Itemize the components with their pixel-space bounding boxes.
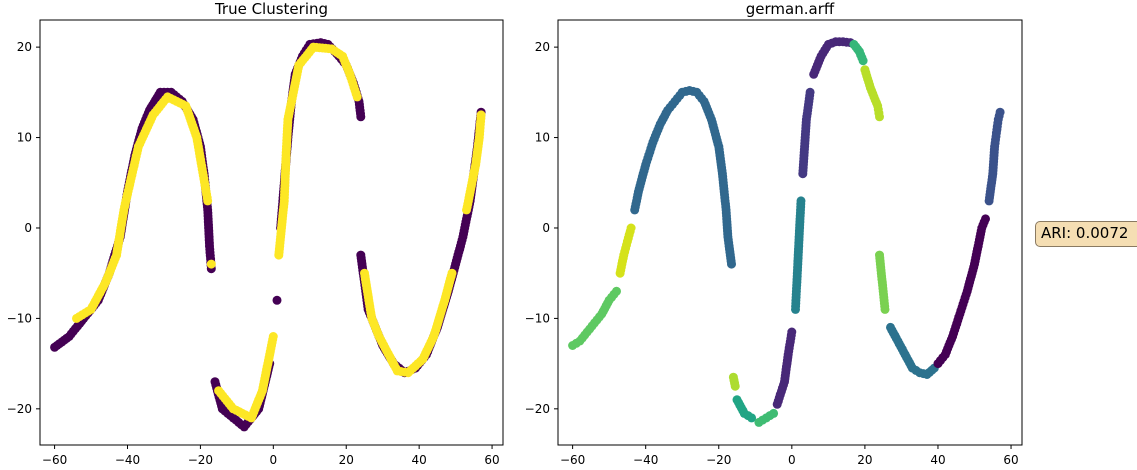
data-point: [272, 295, 282, 305]
data-point: [203, 196, 213, 206]
ari-score-label: ARI: 0.0072: [1041, 224, 1129, 242]
data-point: [769, 408, 779, 418]
y-tick-label: −20: [7, 402, 32, 416]
x-tick-label: 0: [270, 453, 278, 467]
data-point: [858, 56, 868, 66]
data-point: [796, 196, 806, 206]
data-point: [747, 413, 757, 423]
data-point: [206, 259, 216, 269]
x-tick-label: 40: [930, 453, 945, 467]
data-point: [787, 327, 797, 337]
y-tick-label: 10: [535, 131, 550, 145]
data-point: [268, 332, 278, 341]
data-point: [476, 110, 486, 120]
data-point: [447, 268, 457, 278]
data-point: [730, 381, 740, 391]
y-tick-label: 20: [535, 40, 550, 54]
data-point: [995, 107, 1005, 117]
y-tick-label: 0: [24, 221, 32, 235]
data-point: [875, 112, 884, 122]
true-clustering-points: [50, 38, 486, 432]
x-tick-label: 20: [857, 453, 872, 467]
data-point: [356, 112, 366, 122]
data-point: [352, 92, 362, 102]
data-point: [880, 304, 890, 314]
data-point: [626, 223, 636, 233]
x-tick-label: −60: [42, 453, 67, 467]
axes-frame: [557, 19, 1023, 446]
x-tick-label: −40: [115, 453, 140, 467]
x-tick-label: 0: [788, 453, 796, 467]
chart-title: german.arff: [746, 0, 835, 18]
y-tick-label: −20: [525, 402, 550, 416]
x-tick-label: −20: [706, 453, 731, 467]
x-tick-label: −60: [560, 453, 585, 467]
data-point: [805, 87, 815, 97]
y-tick-label: 20: [17, 40, 32, 54]
data-point: [981, 214, 990, 224]
data-point: [727, 259, 736, 269]
true-clustering-plot: −60 −40 −20 0 20 40 60 −20 −10 0 10 20 True Clusteri…: [7, 0, 504, 467]
axes-frame: [39, 19, 504, 446]
y-tick-label: 10: [17, 131, 32, 145]
y-tick-label: −10: [7, 311, 32, 325]
x-tick-label: 60: [484, 453, 499, 467]
german-arff-points: [568, 37, 1005, 427]
data-point: [612, 286, 621, 296]
x-tick-label: 60: [1003, 453, 1018, 467]
y-tick-label: −10: [525, 311, 550, 325]
chart-title: True Clustering: [214, 0, 328, 18]
ari-score-box: [1035, 221, 1137, 247]
x-tick-label: −40: [633, 453, 658, 467]
german-arff-clustering-plot: −60 −40 −20 0 20 40 60 −20 −10 0 10 20 german.arff: [525, 0, 1023, 467]
x-tick-label: −20: [188, 453, 213, 467]
x-tick-label: 40: [412, 453, 427, 467]
y-tick-label: 0: [542, 221, 550, 235]
x-tick-label: 20: [339, 453, 354, 467]
